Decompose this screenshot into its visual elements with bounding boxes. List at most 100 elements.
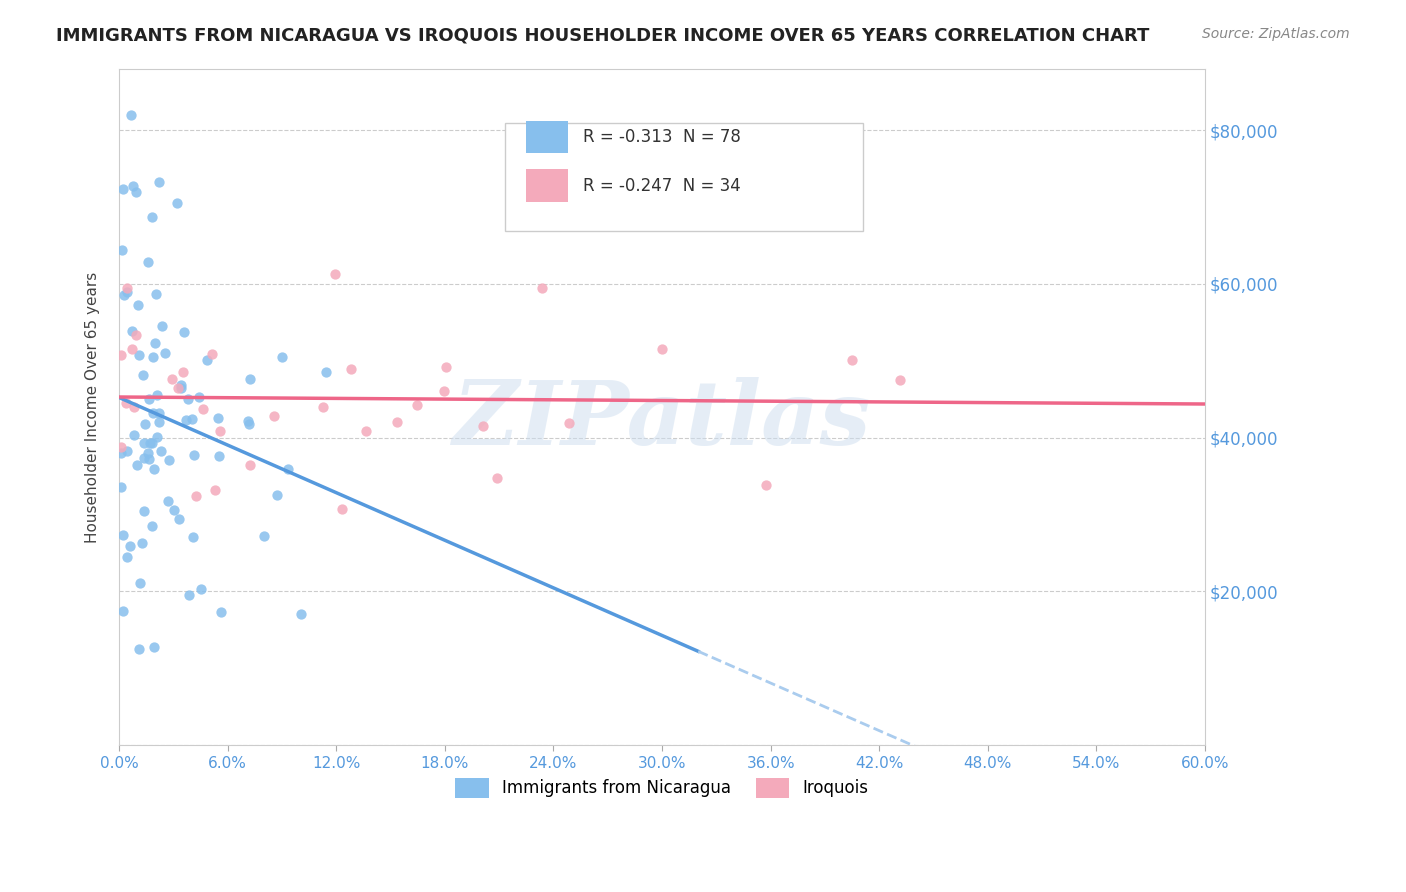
- Point: [170, 381, 193, 395]
- Point: [145, 287, 167, 301]
- Point: [889, 373, 911, 387]
- Text: R = -0.247  N = 34: R = -0.247 N = 34: [582, 177, 741, 194]
- Point: [141, 436, 163, 450]
- Point: [138, 451, 160, 466]
- Point: [330, 502, 353, 516]
- Point: [266, 488, 288, 502]
- Point: [162, 371, 184, 385]
- Point: [115, 281, 138, 295]
- Point: [290, 607, 312, 621]
- Point: [209, 424, 232, 438]
- Point: [181, 530, 204, 544]
- Point: [155, 346, 177, 360]
- Point: [432, 384, 454, 399]
- Point: [139, 435, 162, 450]
- Point: [434, 359, 457, 374]
- Point: [111, 604, 134, 618]
- Point: [134, 435, 156, 450]
- Point: [485, 470, 508, 484]
- Point: [128, 642, 150, 657]
- Point: [128, 575, 150, 590]
- Point: [111, 243, 134, 257]
- Point: [121, 108, 143, 122]
- Point: [238, 417, 260, 432]
- Point: [112, 288, 135, 302]
- Point: [201, 347, 224, 361]
- Point: [148, 175, 170, 189]
- Point: [156, 494, 179, 508]
- Point: [115, 444, 138, 458]
- Point: [184, 489, 207, 503]
- Point: [170, 378, 193, 392]
- Point: [115, 285, 138, 300]
- Point: [172, 365, 194, 379]
- Point: [356, 425, 378, 439]
- Point: [270, 350, 292, 364]
- Point: [187, 390, 209, 404]
- Point: [472, 419, 495, 434]
- Point: [236, 413, 259, 427]
- Point: [181, 412, 204, 426]
- Point: [122, 179, 145, 194]
- Point: [125, 458, 148, 473]
- Point: [191, 402, 214, 417]
- Point: [157, 453, 180, 467]
- Point: [312, 401, 335, 415]
- Point: [141, 210, 163, 224]
- Point: [110, 440, 132, 454]
- Point: [121, 342, 143, 356]
- Point: [132, 504, 155, 518]
- Point: [166, 195, 188, 210]
- Point: [208, 450, 231, 464]
- Bar: [526, 120, 568, 153]
- Point: [118, 539, 141, 553]
- Text: R = -0.313  N = 78: R = -0.313 N = 78: [582, 128, 741, 146]
- Point: [277, 461, 299, 475]
- Text: IMMIGRANTS FROM NICARAGUA VS IROQUOIS HOUSEHOLDER INCOME OVER 65 YEARS CORRELATI: IMMIGRANTS FROM NICARAGUA VS IROQUOIS HO…: [56, 27, 1150, 45]
- Point: [177, 588, 200, 602]
- Point: [385, 415, 408, 429]
- Point: [112, 181, 135, 195]
- Point: [110, 446, 132, 460]
- Point: [148, 406, 170, 420]
- Point: [112, 528, 135, 542]
- Point: [263, 409, 285, 423]
- Legend: Immigrants from Nicaragua, Iroquois: Immigrants from Nicaragua, Iroquois: [449, 771, 876, 805]
- Point: [557, 416, 579, 430]
- Point: [340, 362, 363, 376]
- Point: [142, 350, 165, 364]
- FancyBboxPatch shape: [505, 123, 863, 231]
- Point: [143, 462, 166, 476]
- Point: [125, 185, 148, 199]
- Point: [167, 381, 190, 395]
- Point: [530, 281, 553, 295]
- Point: [253, 529, 276, 543]
- Point: [134, 450, 156, 465]
- Point: [115, 396, 138, 410]
- Point: [148, 415, 170, 429]
- Point: [146, 388, 169, 402]
- Text: Source: ZipAtlas.com: Source: ZipAtlas.com: [1202, 27, 1350, 41]
- Point: [143, 335, 166, 350]
- Point: [127, 298, 149, 312]
- Point: [315, 365, 337, 379]
- Point: [651, 342, 673, 356]
- Point: [204, 483, 226, 498]
- Point: [211, 605, 233, 619]
- Point: [150, 443, 173, 458]
- Point: [207, 410, 229, 425]
- Point: [145, 430, 167, 444]
- Point: [115, 549, 138, 564]
- Point: [136, 445, 159, 459]
- Point: [197, 353, 219, 368]
- Point: [239, 458, 262, 472]
- Text: ZIPatlas: ZIPatlas: [453, 377, 870, 464]
- Point: [121, 325, 143, 339]
- Point: [755, 477, 778, 491]
- Point: [841, 353, 863, 368]
- Point: [323, 268, 346, 282]
- Point: [122, 428, 145, 442]
- Point: [183, 448, 205, 462]
- Point: [131, 536, 153, 550]
- Point: [190, 582, 212, 597]
